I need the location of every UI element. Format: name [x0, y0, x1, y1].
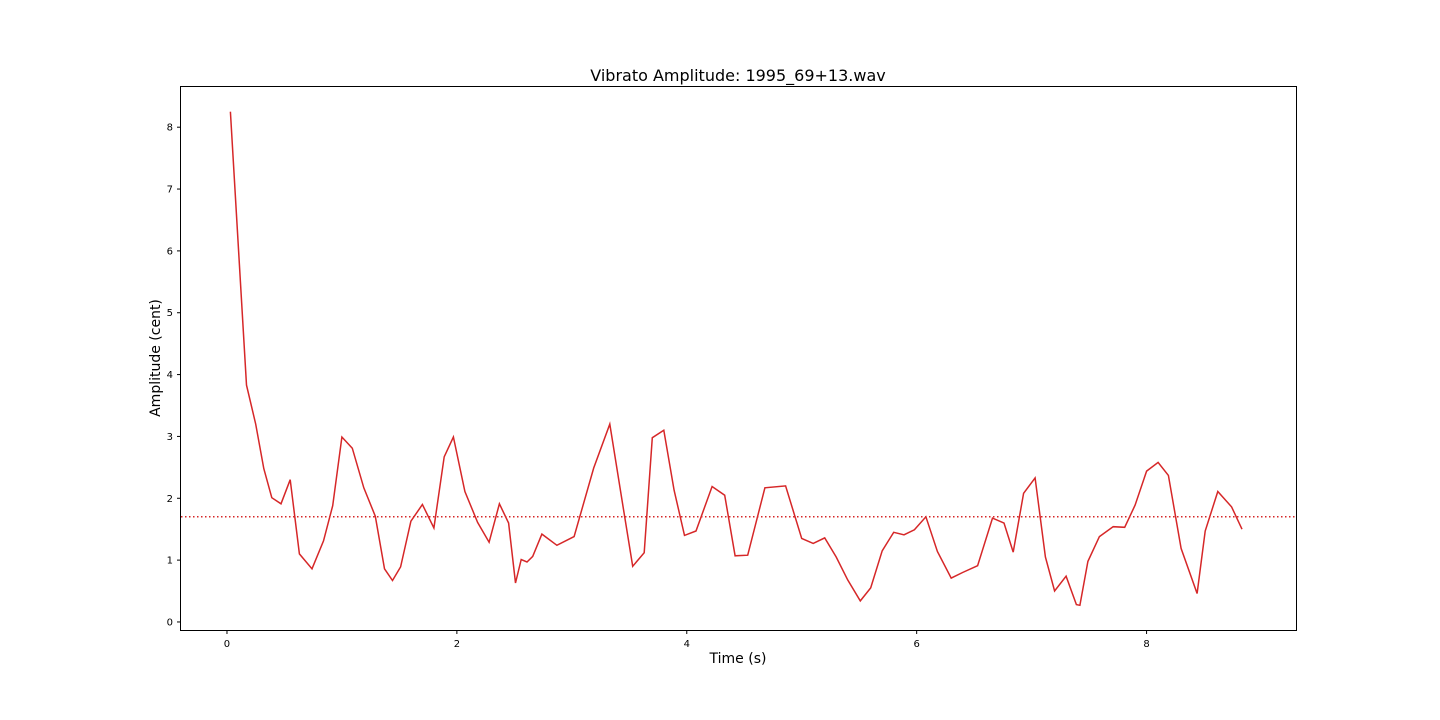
amplitude-line — [229, 111, 1243, 607]
y-tick-label: 8 — [167, 123, 173, 134]
x-tick-label: 8 — [1143, 639, 1149, 650]
y-tick-label: 3 — [167, 432, 173, 443]
y-axis: 0 1 2 3 4 5 6 7 8 — [167, 123, 181, 628]
y-tick-label: 1 — [167, 556, 173, 567]
x-tick-label: 4 — [684, 639, 690, 650]
axes-frame — [180, 86, 1297, 631]
y-tick-label: 6 — [167, 246, 173, 257]
x-tick-label: 0 — [224, 639, 230, 650]
x-tick-label: 2 — [454, 639, 460, 650]
x-tick-label: 6 — [913, 639, 919, 650]
chart-title: Vibrato Amplitude: 1995_69+13.wav — [590, 66, 885, 86]
y-tick-label: 0 — [167, 617, 173, 628]
y-tick-label: 7 — [167, 185, 173, 196]
y-tick-label: 4 — [167, 370, 173, 381]
plot-area — [181, 111, 1296, 607]
x-axis-label: Time (s) — [709, 651, 767, 667]
y-tick-label: 2 — [167, 494, 173, 505]
y-axis-label: Amplitude (cent) — [148, 299, 164, 417]
y-tick-label: 5 — [167, 308, 173, 319]
x-axis: 0 2 4 6 8 — [224, 630, 1150, 650]
